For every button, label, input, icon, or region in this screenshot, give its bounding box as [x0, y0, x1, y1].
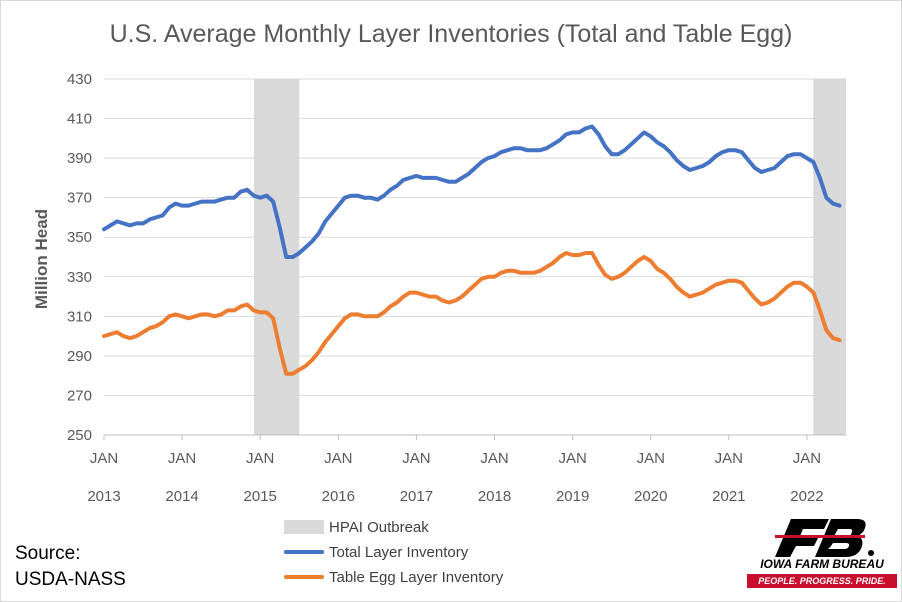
y-tick-label-390: 390 [67, 150, 92, 167]
source-label: Source: [15, 543, 81, 564]
x-tick-year-2017: 2017 [400, 488, 433, 505]
y-tick-label-270: 270 [67, 387, 92, 404]
y-tick-label-410: 410 [67, 111, 92, 128]
y-tick-labels: 250 270 290 310 330 350 370 390 410 430 [67, 71, 92, 444]
x-tick-month-2013: JAN [90, 450, 118, 467]
y-tick-label-350: 350 [67, 229, 92, 246]
logo-name: IOWA FARM BUREAU [760, 557, 884, 571]
legend-swatch-table-egg [284, 575, 324, 579]
source-name: USDA-NASS [15, 569, 126, 590]
x-tick-month-2018: JAN [480, 450, 508, 467]
source-note: Source: USDA-NASS [15, 541, 126, 593]
x-tick-labels: JAN 2013 JAN 2014 JAN 2015 JAN 2016 JAN 2017 JAN 20… [87, 435, 824, 505]
x-tick-month-2020: JAN [637, 450, 665, 467]
y-tick-label-250: 250 [67, 427, 92, 444]
fb-mark-icon [775, 519, 874, 557]
grid-layer [104, 78, 846, 436]
y-tick-label-370: 370 [67, 190, 92, 207]
y-tick-label-330: 330 [67, 269, 92, 286]
chart-title: U.S. Average Monthly Layer Inventories (… [109, 20, 793, 48]
y-tick-label-310: 310 [67, 308, 92, 325]
y-tick-label-430: 430 [67, 71, 92, 88]
legend-item-total: Total Layer Inventory [284, 542, 468, 562]
x-tick-month-2016: JAN [324, 450, 352, 467]
y-tick-label-290: 290 [67, 348, 92, 365]
x-tick-year-2013: 2013 [87, 488, 120, 505]
x-tick-year-2016: 2016 [322, 488, 355, 505]
x-tick-year-2021: 2021 [712, 488, 745, 505]
x-tick-year-2018: 2018 [478, 488, 511, 505]
legend-item-table-egg: Table Egg Layer Inventory [284, 567, 503, 587]
legend-label-hpai: HPAI Outbreak [329, 518, 429, 536]
x-tick-month-2017: JAN [402, 450, 430, 467]
legend-item-hpai: HPAI Outbreak [284, 517, 429, 537]
logo-tagline: PEOPLE. PROGRESS. PRIDE. [747, 574, 897, 588]
iowa-farm-bureau-logo: IOWA FARM BUREAU PEOPLE. PROGRESS. PRIDE… [747, 515, 897, 593]
x-tick-month-2019: JAN [558, 450, 586, 467]
x-tick-month-2015: JAN [246, 450, 274, 467]
series-layer [102, 124, 842, 376]
x-tick-year-2022: 2022 [790, 488, 823, 505]
legend-swatch-total [284, 550, 324, 554]
series-line-total-layer-inventory [102, 124, 842, 259]
series-line-table-egg-layer-inventory [102, 251, 842, 376]
shading-layer [253, 79, 846, 435]
x-tick-month-2022: JAN [793, 450, 821, 467]
legend-label-table-egg: Table Egg Layer Inventory [329, 568, 504, 586]
x-tick-year-2020: 2020 [634, 488, 667, 505]
x-tick-year-2014: 2014 [165, 488, 198, 505]
hpai-shaded-region-2 [813, 79, 846, 435]
legend-label-total: Total Layer Inventory [329, 543, 469, 561]
x-tick-year-2019: 2019 [556, 488, 589, 505]
legend-swatch-hpai [284, 520, 324, 534]
x-tick-year-2015: 2015 [244, 488, 277, 505]
x-tick-month-2014: JAN [168, 450, 196, 467]
x-tick-month-2021: JAN [715, 450, 743, 467]
